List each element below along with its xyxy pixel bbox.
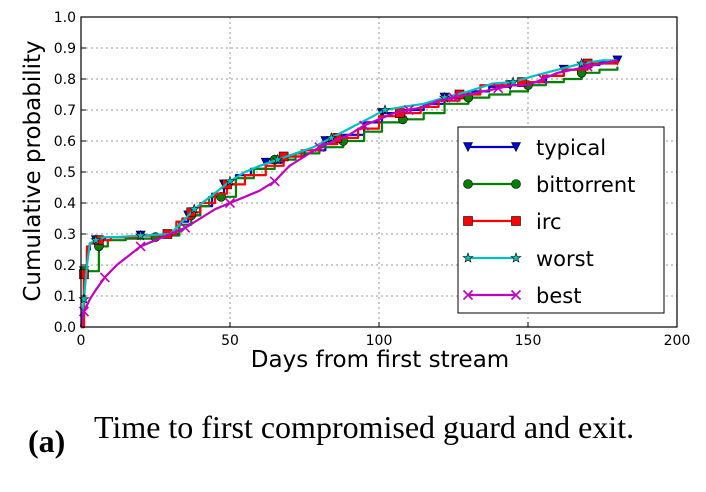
caption-tag: (a): [28, 423, 66, 459]
point-best: [314, 142, 325, 153]
legend-marker-typical: [463, 142, 473, 153]
legend-marker-worst: [510, 252, 522, 263]
y-axis-label: Cumulative probability: [20, 40, 46, 301]
point-best: [224, 197, 236, 209]
series-lines: [78, 55, 623, 329]
legend-marker-worst: [462, 252, 474, 263]
point-worst: [576, 57, 588, 69]
legend: typical bittorrent irc worst best: [457, 126, 665, 314]
y-tick-label: 0.3: [54, 227, 76, 243]
x-tick-label: 50: [221, 333, 239, 349]
y-tick-label: 1.0: [54, 10, 76, 26]
legend-label-irc: irc: [536, 210, 562, 234]
y-tick-label: 0.4: [54, 196, 76, 212]
y-tick-label: 0.1: [54, 289, 76, 305]
y-tick-label: 0.8: [54, 72, 76, 88]
x-tick-label: 200: [664, 333, 691, 349]
point-best: [135, 241, 146, 252]
point-worst: [379, 104, 391, 115]
y-tick-label: 0.7: [54, 103, 76, 119]
y-tick-label: 0.0: [54, 320, 76, 336]
point-best: [269, 176, 280, 187]
x-tick-label: 100: [366, 333, 393, 349]
legend-label-best: best: [536, 284, 581, 308]
point-best: [448, 92, 459, 103]
point-best: [180, 222, 191, 233]
y-tick-label: 0.9: [54, 41, 76, 57]
legend-marker-bittorrent: [463, 179, 473, 189]
x-tick-label: 150: [515, 333, 542, 349]
point-irc: [79, 269, 89, 280]
y-tick-label: 0.2: [54, 258, 76, 274]
legend-label-typical: typical: [536, 136, 606, 160]
caption-text: Time to first compromised guard and exit…: [94, 409, 635, 445]
point-best: [403, 104, 414, 116]
legend-label-worst: worst: [536, 247, 594, 271]
legend-marker-typical: [511, 142, 521, 153]
series-worst: [78, 57, 618, 328]
point-best: [493, 83, 504, 94]
point-best: [99, 272, 110, 283]
y-tick-label: 0.6: [54, 134, 76, 150]
point-worst: [90, 234, 102, 245]
legend-marker-best: [510, 289, 522, 301]
legend-marker-bittorrent: [511, 179, 521, 189]
point-worst: [188, 203, 200, 214]
point-best: [359, 120, 370, 131]
series-best: [78, 59, 618, 328]
point-worst: [224, 175, 236, 187]
y-tick-label: 0.5: [54, 165, 76, 181]
legend-marker-best: [462, 289, 474, 301]
point-best: [582, 61, 593, 72]
x-axis-label: Days from first stream: [251, 347, 509, 373]
line-best: [79, 59, 618, 328]
axis-ticks: 0 50 100 150 200 0.0 0.1 0.2 0.3 0.4 0.5 0.6 0.7 0.8 0…: [54, 10, 691, 349]
point-worst: [325, 131, 337, 143]
point-irc: [517, 77, 527, 87]
cdf-chart: 0 50 100 150 200 0.0 0.1 0.2 0.3 0.4 0.5 0.6 0.7 0.8 0…: [20, 10, 691, 373]
point-worst: [134, 229, 147, 241]
point-worst: [272, 153, 284, 165]
legend-label-bittorrent: bittorrent: [536, 173, 635, 197]
x-tick-label: 0: [77, 333, 86, 349]
legend-marker-irc: [511, 216, 521, 226]
point-best: [537, 73, 548, 85]
line-worst: [79, 59, 618, 328]
legend-marker-irc: [463, 216, 473, 226]
